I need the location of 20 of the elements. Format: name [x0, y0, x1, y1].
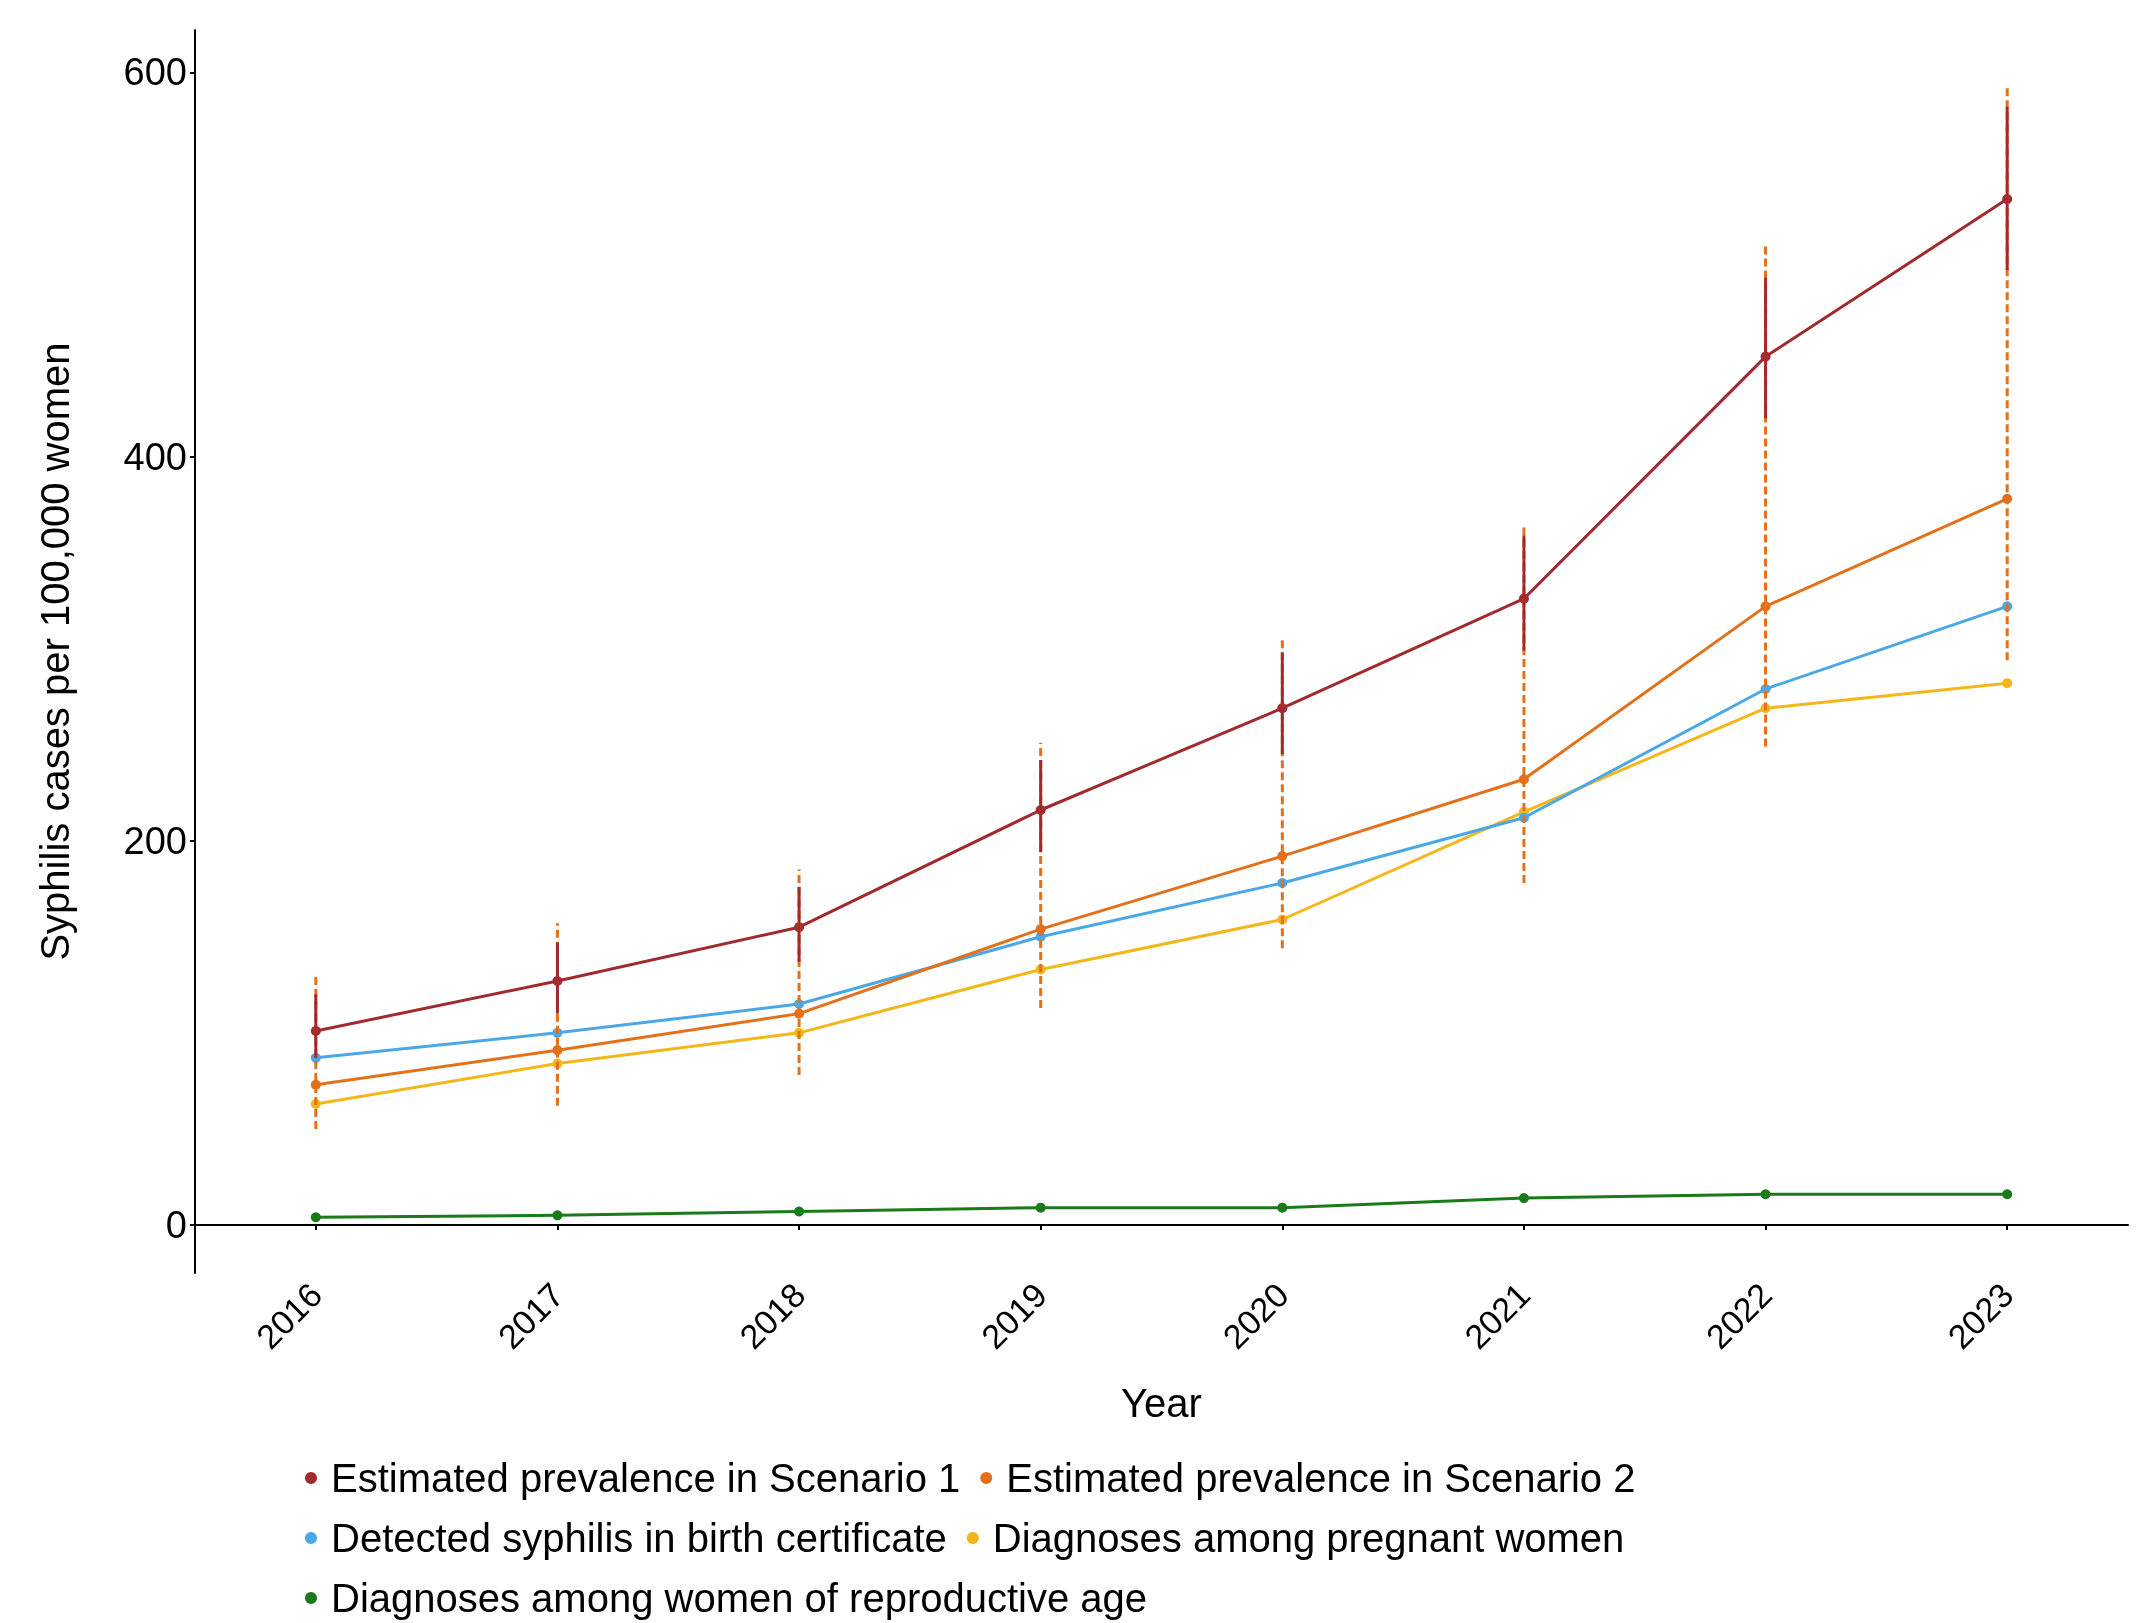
legend-label: Detected syphilis in birth certificate [331, 1516, 947, 1560]
point [1035, 1202, 1046, 1213]
y-axis-title: Syphilis cases per 100,000 women [33, 342, 77, 961]
point [794, 1206, 805, 1217]
legend-label: Estimated prevalence in Scenario 1 [331, 1456, 961, 1500]
legend-label: Diagnoses among women of reproductive age [331, 1576, 1148, 1620]
x-axis-title: Year [1121, 1381, 1202, 1425]
y-tick-label: 400 [123, 435, 187, 478]
y-tick-label: 200 [123, 819, 187, 862]
legend-label: Diagnoses among pregnant women [992, 1516, 1625, 1560]
legend-label: Estimated prevalence in Scenario 2 [1006, 1456, 1636, 1500]
y-tick-label: 600 [123, 51, 187, 94]
point [1760, 1189, 1771, 1200]
y-tick-label: 0 [165, 1203, 187, 1246]
point [2002, 1189, 2013, 1200]
point [1518, 1193, 1529, 1204]
point [2002, 678, 2013, 689]
point [552, 1210, 563, 1221]
point [1277, 1202, 1288, 1213]
point [310, 1212, 321, 1223]
